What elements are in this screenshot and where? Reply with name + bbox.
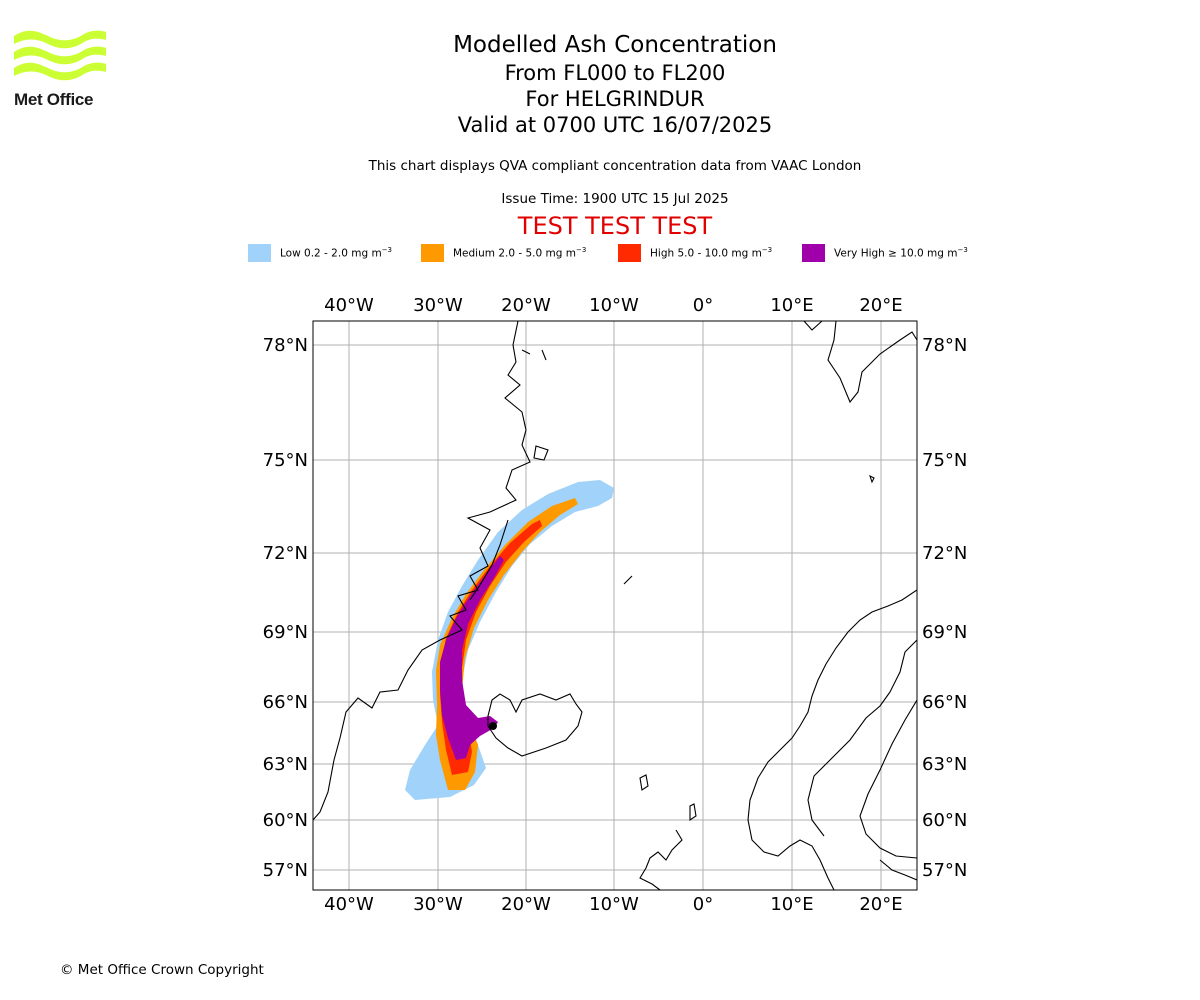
lon-label-bottom-30w: 30°W (413, 894, 463, 915)
faroe-islands (639, 774, 649, 791)
lon-label-top-20w: 20°W (501, 295, 551, 316)
chart-title-block: Modelled Ash Concentration From FL000 to… (315, 30, 915, 138)
greenland-inner-fjord (469, 519, 509, 601)
legend-swatch-low (248, 244, 271, 262)
logo-text: Met Office (14, 90, 94, 109)
greenland-northeast-islands (521, 349, 549, 461)
lat-labels-left: 78°N 75°N 72°N 69°N 66°N 63°N 60°N 57°N (263, 335, 308, 881)
lat-label-right-78n: 78°N (922, 335, 967, 356)
lon-label-bottom-0: 0° (693, 894, 713, 915)
sweden-border (807, 639, 917, 837)
volcano-marker (489, 722, 497, 730)
lon-label-bottom-10w: 10°W (589, 894, 639, 915)
lon-label-bottom-40w: 40°W (324, 894, 374, 915)
lat-label-left-72n: 72°N (263, 543, 308, 564)
lat-label-left-66n: 66°N (263, 692, 308, 713)
iceland-coastline (487, 693, 583, 757)
legend-exp-low: −3 (381, 246, 393, 254)
lon-label-top-30w: 30°W (413, 295, 463, 316)
map-gridlines (313, 321, 917, 890)
legend-exp-high: −3 (761, 246, 773, 254)
legend-label-high: High 5.0 - 10.0 mg m (650, 247, 762, 260)
lon-label-bottom-20e: 20°E (859, 894, 902, 915)
lat-label-left-57n: 57°N (263, 860, 308, 881)
lon-label-top-0: 0° (693, 295, 713, 316)
lon-labels-top: 40°W 30°W 20°W 10°W 0° 10°E 20°E (324, 295, 902, 316)
legend-swatch-medium (421, 244, 444, 262)
greenland-coastline (313, 321, 531, 821)
met-office-logo: Met Office (14, 28, 108, 112)
bear-island (869, 474, 875, 484)
chart-subtitle-volcano: For HELGRINDUR (525, 87, 705, 111)
lat-labels-right: 78°N 75°N 72°N 69°N 66°N 63°N 60°N 57°N (922, 335, 967, 881)
legend-swatch-high (618, 244, 641, 262)
legend-exp-medium: −3 (575, 246, 587, 254)
lat-label-right-63n: 63°N (922, 754, 967, 775)
coastlines (313, 321, 917, 890)
met-office-wave-icon (14, 30, 106, 81)
ash-very-high-area (440, 556, 504, 760)
map-frame (312, 320, 918, 891)
lon-label-top-20e: 20°E (859, 295, 902, 316)
chart-title: Modelled Ash Concentration (453, 32, 777, 58)
legend-label-medium: Medium 2.0 - 5.0 mg m (453, 247, 576, 260)
lat-label-left-63n: 63°N (263, 754, 308, 775)
lon-label-top-40w: 40°W (324, 295, 374, 316)
legend-label-low: Low 0.2 - 2.0 mg m (280, 247, 382, 260)
chart-description: This chart displays QVA compliant concen… (368, 158, 862, 174)
issue-time: Issue Time: 1900 UTC 15 Jul 2025 (501, 191, 729, 207)
lat-label-left-60n: 60°N (263, 810, 308, 831)
legend-exp-very-high: −3 (957, 246, 968, 254)
lat-label-right-57n: 57°N (922, 860, 967, 881)
chart-subtitle-valid: Valid at 0700 UTC 16/07/2025 (457, 113, 773, 137)
norway-coastline (747, 589, 917, 890)
lat-label-left-75n: 75°N (263, 450, 308, 471)
baltic-coast (879, 859, 917, 881)
scotland-coastline (639, 829, 683, 890)
lat-label-left-78n: 78°N (263, 335, 308, 356)
lon-labels-bottom: 40°W 30°W 20°W 10°W 0° 10°E 20°E (324, 894, 902, 915)
lon-label-bottom-10e: 10°E (770, 894, 813, 915)
lat-label-right-75n: 75°N (922, 450, 967, 471)
jan-mayen (623, 575, 633, 585)
shetland (689, 803, 697, 822)
finland-coast (859, 699, 917, 859)
lat-label-right-69n: 69°N (922, 622, 967, 643)
lat-label-right-66n: 66°N (922, 692, 967, 713)
map-background (313, 321, 917, 890)
lon-label-top-10w: 10°W (589, 295, 639, 316)
svalbard-coastline (803, 321, 917, 404)
lat-label-right-72n: 72°N (922, 543, 967, 564)
lat-label-left-69n: 69°N (263, 622, 308, 643)
lon-label-top-10e: 10°E (770, 295, 813, 316)
legend-swatch-very-high (802, 244, 825, 262)
lon-label-bottom-20w: 20°W (501, 894, 551, 915)
lat-label-right-60n: 60°N (922, 810, 967, 831)
test-banner: TEST TEST TEST (517, 212, 713, 240)
legend-label-very-high: Very High ≥ 10.0 mg m (834, 247, 958, 260)
copyright-footer: © Met Office Crown Copyright (60, 962, 264, 978)
chart-subtitle-levels: From FL000 to FL200 (504, 61, 726, 85)
